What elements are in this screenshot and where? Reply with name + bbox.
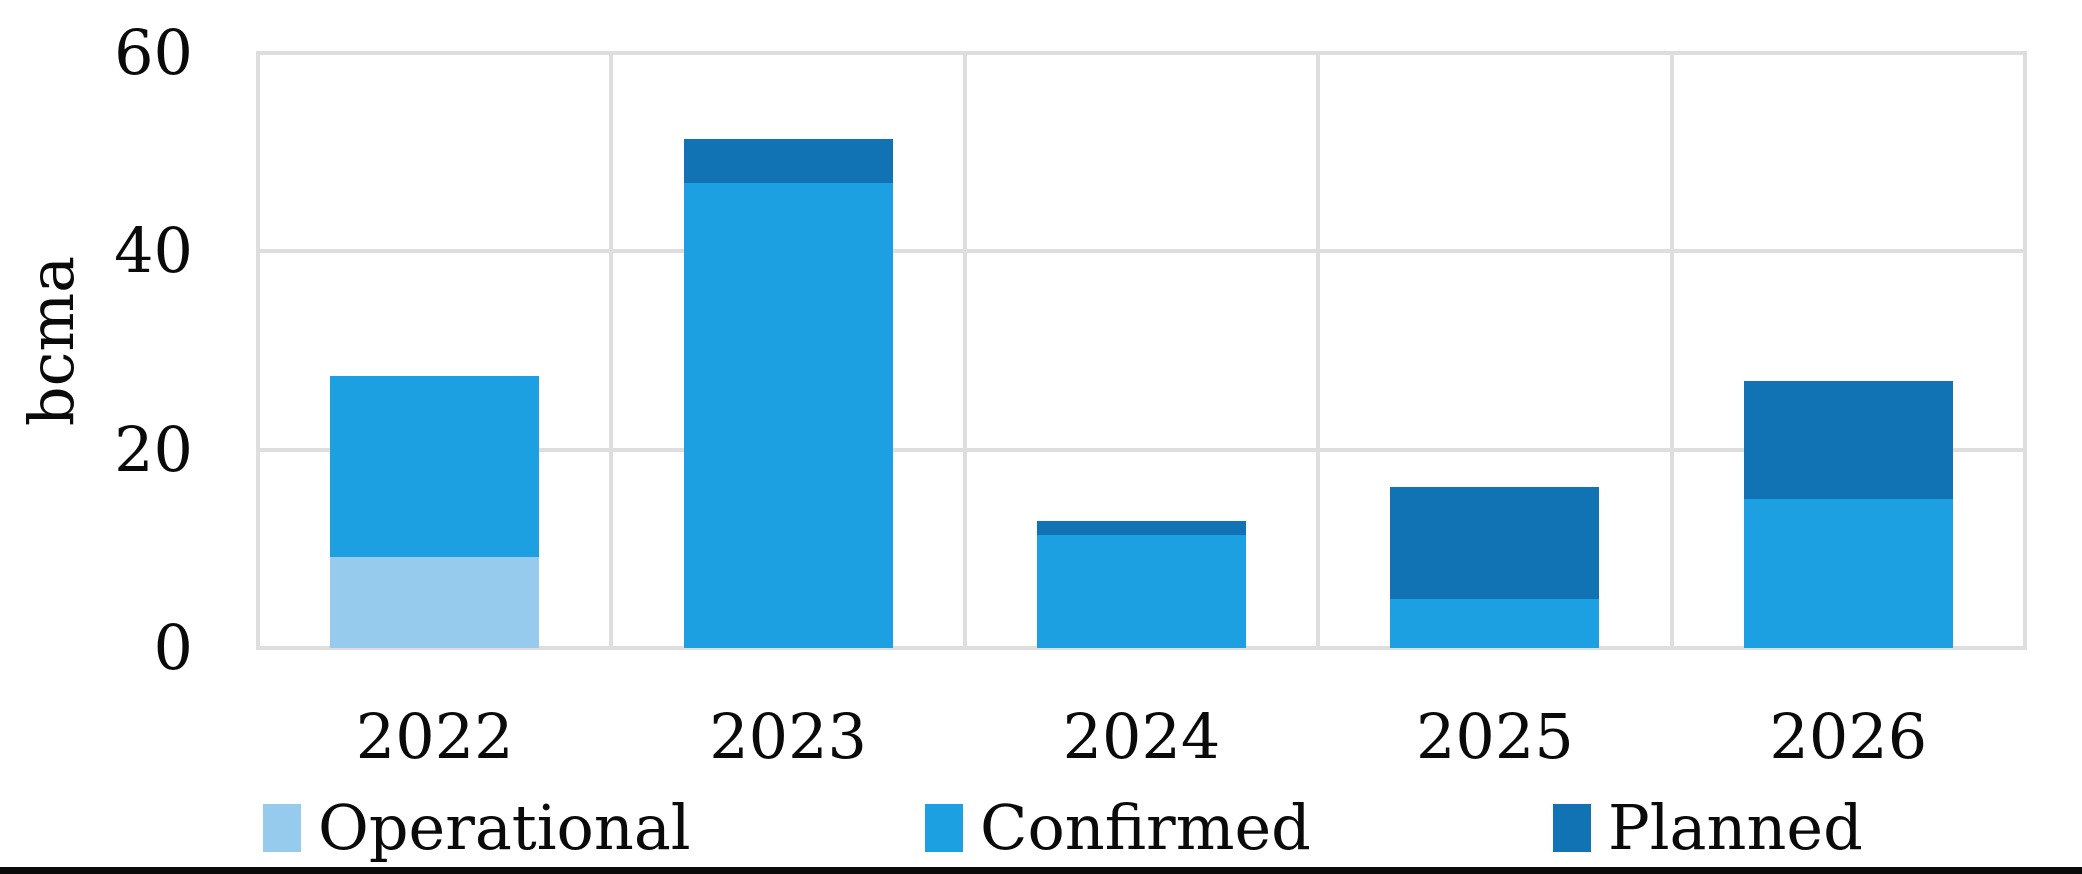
bar-2022-confirmed — [330, 376, 540, 557]
v-gridline-5 — [2023, 53, 2027, 648]
h-gridline-0 — [256, 646, 2027, 650]
v-gridline-0 — [256, 53, 260, 648]
y-tick-label-0: 0 — [153, 611, 193, 684]
bar-2026-planned — [1743, 381, 1953, 500]
legend-item-confirmed: Confirmed — [925, 797, 1311, 859]
legend-item-operational: Operational — [263, 797, 691, 859]
h-gridline-60 — [256, 51, 2027, 55]
x-tick-label-2023: 2023 — [709, 700, 867, 773]
y-tick-label-20: 20 — [114, 412, 193, 486]
h-gridline-40 — [256, 249, 2027, 254]
y-axis-title: bcma — [15, 255, 88, 427]
legend-swatch-operational — [263, 804, 301, 852]
x-tick-label-2025: 2025 — [1415, 700, 1574, 773]
x-tick-label-2026: 2026 — [1769, 700, 1928, 773]
bottom-rule — [0, 867, 2082, 874]
bar-2023-planned — [683, 139, 893, 183]
bar-2022-operational — [330, 556, 540, 648]
legend-label-confirmed: Confirmed — [980, 791, 1311, 864]
y-tick-label-40: 40 — [114, 214, 193, 288]
v-gridline-1 — [609, 53, 614, 648]
v-gridline-2 — [962, 53, 967, 648]
bar-2023-confirmed — [683, 182, 893, 648]
x-tick-label-2024: 2024 — [1062, 700, 1221, 773]
bar-2024-planned — [1037, 521, 1246, 535]
legend-swatch-confirmed — [925, 804, 963, 852]
y-tick-label-60: 60 — [114, 16, 193, 89]
legend-label-planned: Planned — [1608, 791, 1863, 864]
bar-2024-confirmed — [1037, 534, 1246, 648]
bar-2025-planned — [1390, 487, 1600, 600]
bar-2025-confirmed — [1390, 599, 1600, 648]
x-tick-label-2022: 2022 — [355, 700, 514, 773]
v-gridline-3 — [1316, 53, 1321, 648]
legend-item-planned: Planned — [1553, 797, 1863, 859]
legend-label-operational: Operational — [318, 791, 691, 864]
h-gridline-20 — [256, 447, 2027, 452]
v-gridline-4 — [1669, 53, 1674, 648]
bar-2026-confirmed — [1743, 499, 1953, 648]
legend-swatch-planned — [1553, 804, 1591, 852]
